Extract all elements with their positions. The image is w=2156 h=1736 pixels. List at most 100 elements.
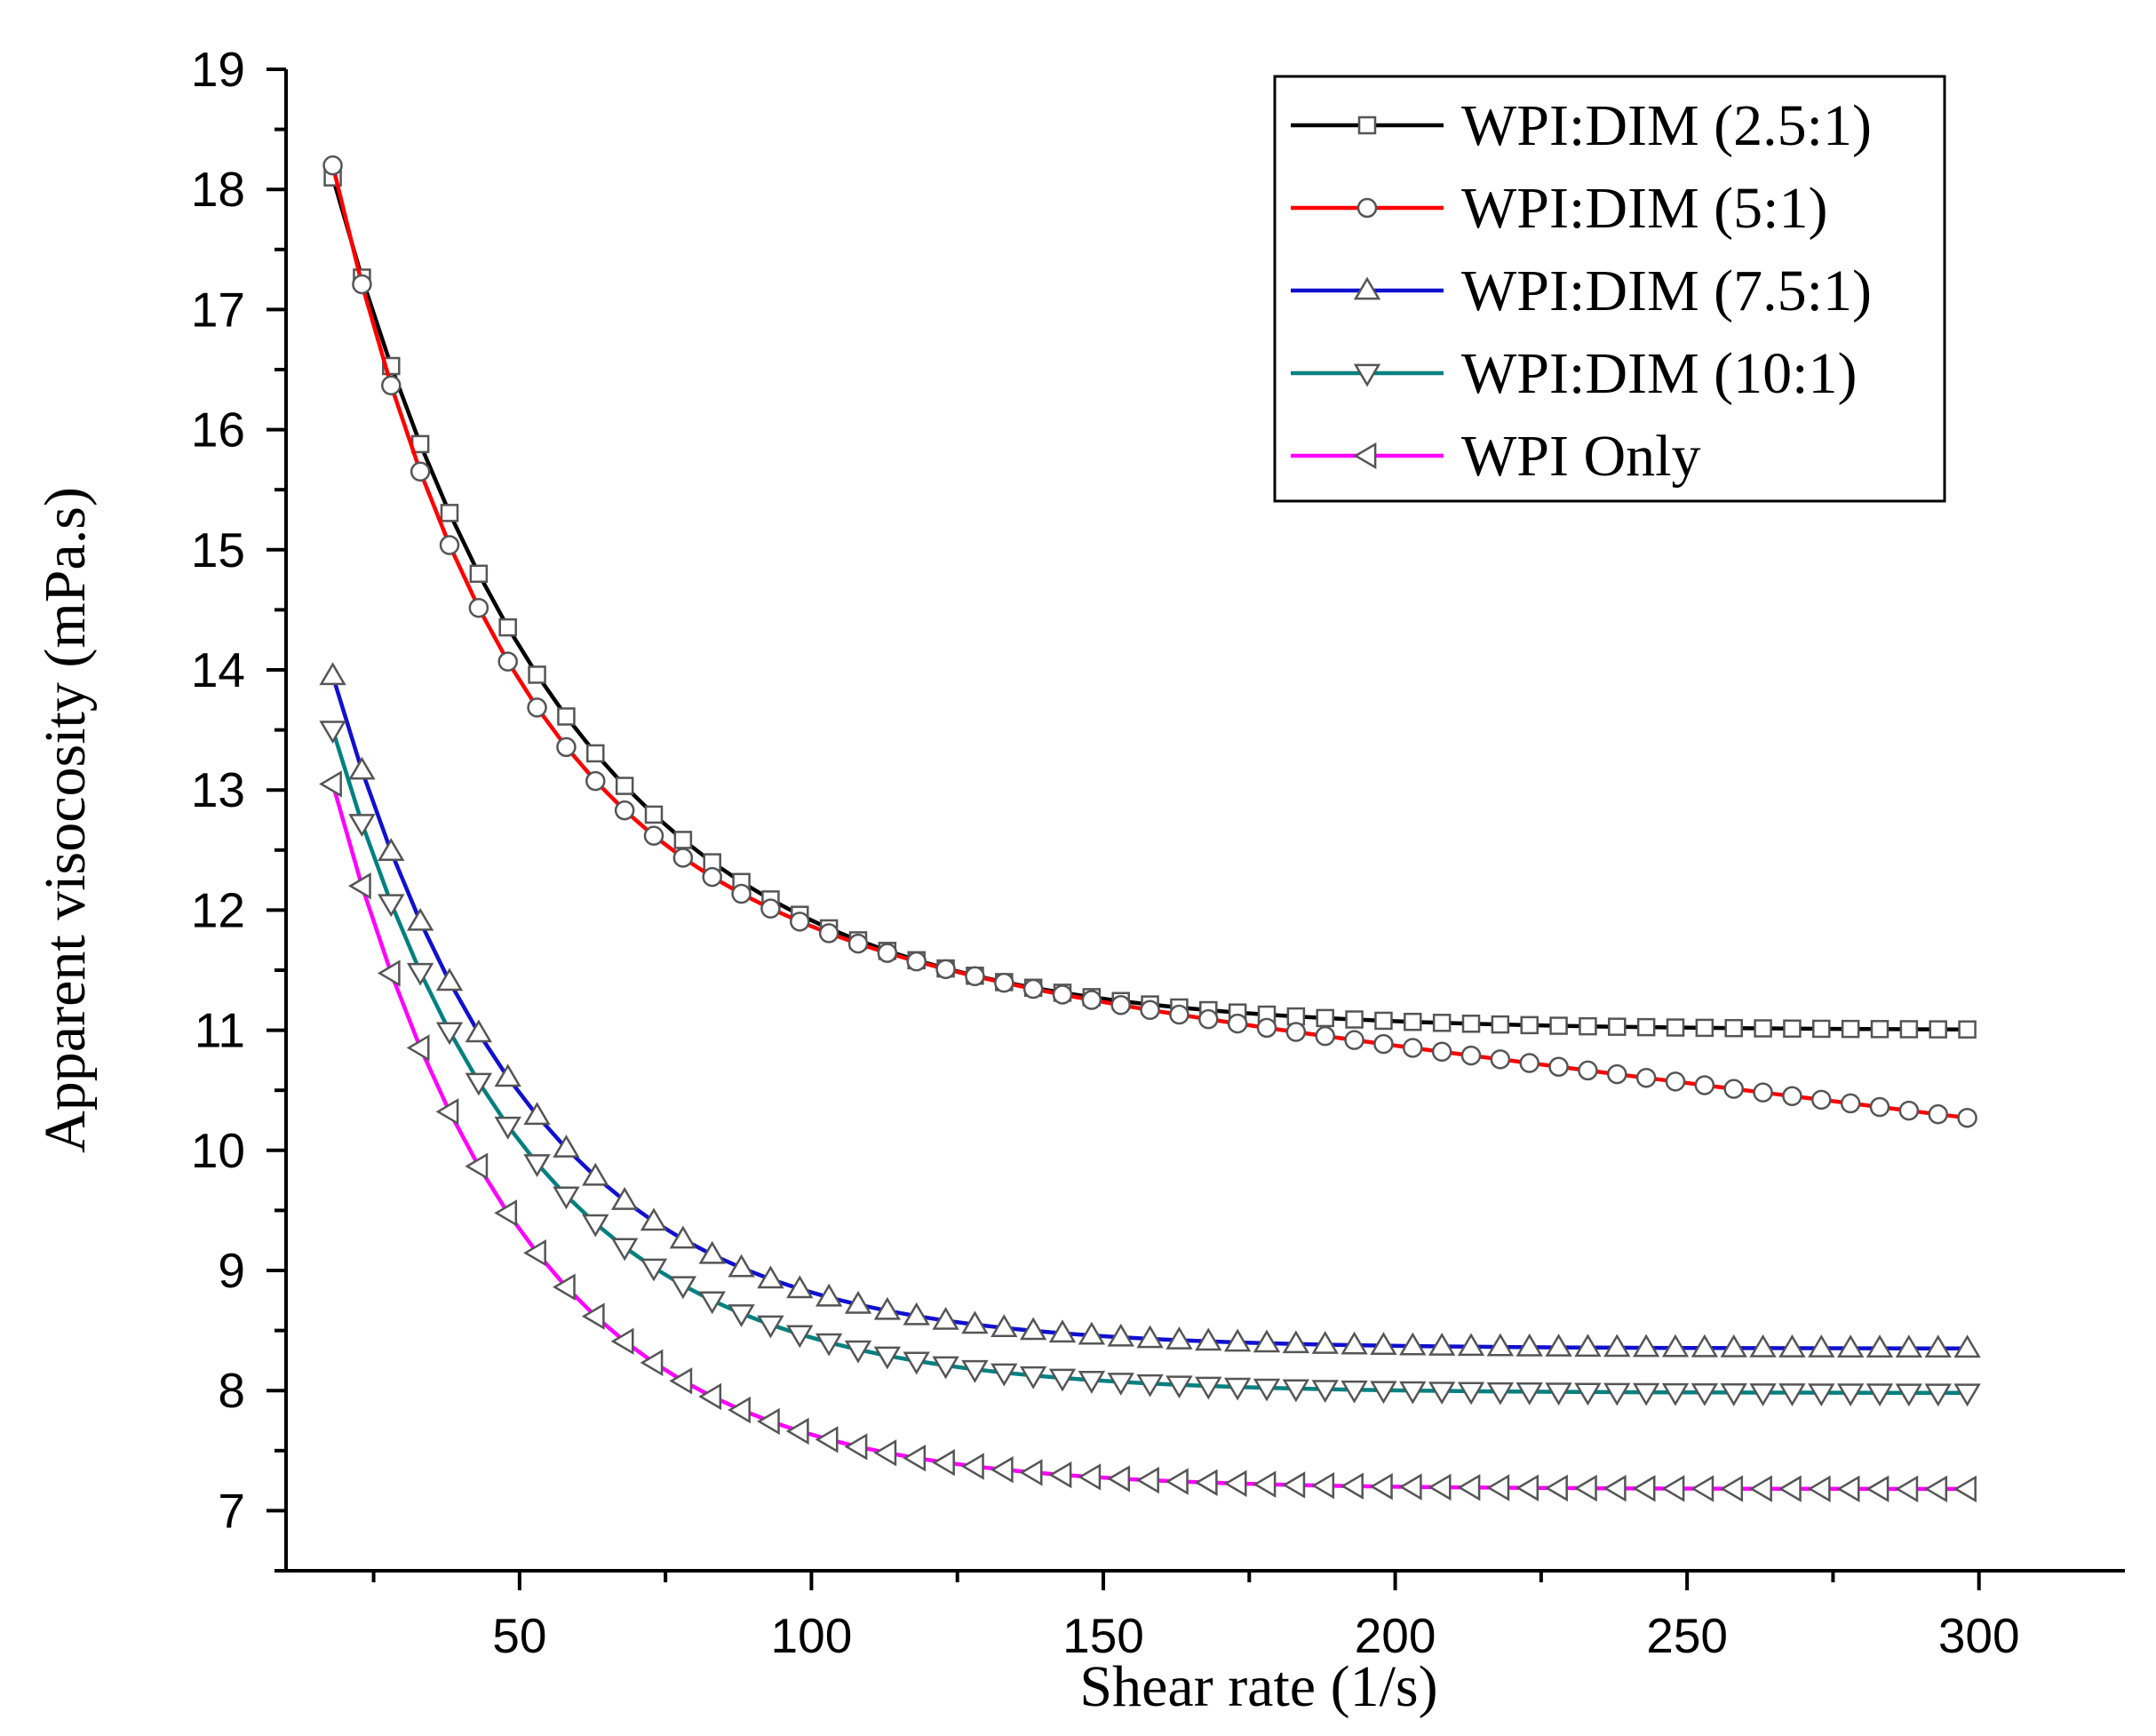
data-point bbox=[990, 1363, 1018, 1387]
data-point bbox=[1166, 1326, 1193, 1350]
data-point bbox=[1753, 1082, 1773, 1103]
data-point bbox=[1778, 1475, 1802, 1502]
data-point bbox=[1608, 1017, 1627, 1036]
data-point bbox=[702, 866, 722, 888]
data-point bbox=[494, 1199, 518, 1227]
data-point bbox=[1019, 1366, 1047, 1390]
data-point bbox=[1195, 1327, 1222, 1351]
data-point bbox=[497, 651, 518, 672]
data-point bbox=[348, 756, 376, 780]
data-point bbox=[378, 894, 405, 918]
data-point bbox=[873, 1346, 902, 1370]
data-point bbox=[1195, 1376, 1222, 1400]
data-point bbox=[435, 1022, 464, 1046]
data-point bbox=[1461, 1015, 1481, 1033]
legend-label: WPI:DIM (2.5:1) bbox=[1461, 93, 1872, 158]
data-point bbox=[1636, 1017, 1656, 1037]
data-point bbox=[377, 960, 401, 987]
data-point bbox=[1166, 1375, 1193, 1399]
data-point bbox=[1661, 1334, 1690, 1358]
legend-item: WPI:DIM (10:1) bbox=[1291, 341, 1857, 406]
data-point bbox=[1316, 1008, 1334, 1028]
y-tick-label: 13 bbox=[191, 762, 245, 817]
data-point bbox=[903, 1302, 930, 1326]
data-point bbox=[1723, 1079, 1744, 1099]
data-point bbox=[1223, 1328, 1252, 1352]
y-tick-label: 19 bbox=[191, 42, 245, 97]
data-point bbox=[1223, 1469, 1247, 1497]
data-point bbox=[1778, 1383, 1806, 1406]
data-point bbox=[1486, 1382, 1515, 1406]
data-point bbox=[1549, 1016, 1568, 1035]
legend-item: WPI Only bbox=[1291, 424, 1700, 489]
data-point bbox=[1516, 1333, 1543, 1357]
data-point bbox=[757, 1265, 784, 1289]
data-point bbox=[1256, 1017, 1277, 1039]
data-point bbox=[1866, 1334, 1894, 1358]
data-point bbox=[1635, 1067, 1657, 1088]
data-point bbox=[352, 274, 372, 295]
data-point bbox=[523, 1239, 546, 1267]
data-point bbox=[1078, 1371, 1106, 1394]
data-point bbox=[1632, 1334, 1660, 1358]
data-point bbox=[990, 1456, 1014, 1484]
y-tick-label: 8 bbox=[218, 1363, 245, 1418]
data-point bbox=[1811, 1089, 1832, 1111]
data-point bbox=[785, 1417, 809, 1445]
data-point bbox=[932, 1356, 959, 1380]
data-point bbox=[1895, 1383, 1923, 1407]
data-point bbox=[1403, 1038, 1423, 1058]
data-point bbox=[322, 155, 343, 176]
series-3 bbox=[319, 662, 1981, 1358]
data-point bbox=[1953, 1383, 1981, 1407]
data-point bbox=[1373, 1033, 1394, 1055]
data-point bbox=[1841, 1019, 1860, 1039]
data-point bbox=[1603, 1382, 1631, 1406]
data-point bbox=[1022, 978, 1044, 999]
data-point bbox=[1516, 1382, 1543, 1406]
data-point bbox=[1110, 995, 1131, 1015]
data-point bbox=[728, 1304, 755, 1327]
data-point bbox=[610, 1327, 634, 1355]
data-point bbox=[961, 1310, 989, 1334]
axes: 50 100 150 200 250 300 7 8 9 10 11 12 13 14 15 16 17 18 19 bbox=[191, 42, 2125, 1663]
data-point bbox=[1812, 1019, 1831, 1039]
data-point bbox=[786, 1325, 814, 1349]
data-point bbox=[435, 1098, 459, 1126]
data-point bbox=[1341, 1380, 1368, 1404]
data-point bbox=[585, 770, 606, 792]
data-point bbox=[1048, 1319, 1077, 1343]
data-point bbox=[1253, 1378, 1281, 1402]
data-point bbox=[1432, 1014, 1452, 1032]
data-point bbox=[1341, 1331, 1368, 1355]
data-point bbox=[1315, 1025, 1335, 1047]
data-point bbox=[435, 968, 464, 991]
data-point bbox=[469, 564, 489, 584]
data-point bbox=[1404, 1012, 1422, 1031]
data-point bbox=[1311, 1380, 1339, 1404]
data-point bbox=[903, 1445, 927, 1472]
data-point bbox=[1019, 1317, 1047, 1341]
data-point bbox=[1724, 1018, 1743, 1038]
data-point bbox=[1869, 1096, 1890, 1118]
data-point bbox=[1720, 1334, 1747, 1358]
data-point bbox=[1924, 1334, 1952, 1358]
y-tick-label: 11 bbox=[195, 1003, 245, 1058]
data-point bbox=[960, 1453, 984, 1480]
data-point bbox=[523, 1154, 551, 1177]
data-point bbox=[1457, 1382, 1485, 1406]
y-tick-label: 14 bbox=[191, 642, 245, 697]
x-tick-label: 50 bbox=[492, 1608, 546, 1663]
data-point bbox=[1782, 1086, 1802, 1107]
data-point bbox=[1548, 1056, 1569, 1077]
x-tick-label: 100 bbox=[771, 1608, 853, 1663]
data-point bbox=[818, 923, 839, 944]
data-point bbox=[1078, 1463, 1102, 1491]
series-4 bbox=[319, 721, 1981, 1407]
data-point bbox=[1428, 1473, 1452, 1501]
data-point bbox=[1399, 1381, 1427, 1405]
legend-item: WPI:DIM (2.5:1) bbox=[1291, 93, 1872, 158]
data-point bbox=[672, 848, 694, 868]
y-tick-label: 18 bbox=[191, 162, 245, 217]
data-point bbox=[1107, 1323, 1134, 1347]
